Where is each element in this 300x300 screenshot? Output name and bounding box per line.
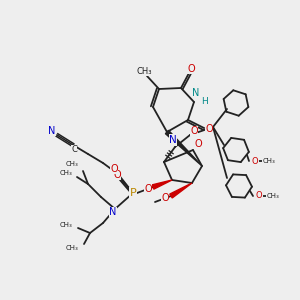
Text: P: P [130,188,136,198]
Text: H: H [202,97,208,106]
Text: O: O [144,184,152,194]
Polygon shape [170,183,192,198]
Text: O: O [161,193,169,203]
Text: N: N [192,88,200,98]
Text: CH₃: CH₃ [59,170,72,176]
Text: O: O [113,170,121,180]
Text: H: H [202,97,208,106]
Text: O: O [190,126,198,136]
Text: O: O [110,164,118,174]
Text: O: O [187,64,195,74]
Text: O: O [194,139,202,149]
Text: O: O [252,157,258,166]
Text: CH₃: CH₃ [136,67,152,76]
Text: O: O [205,124,213,134]
Text: CH₃: CH₃ [59,222,72,228]
Text: O: O [256,191,262,200]
Polygon shape [152,180,172,189]
Text: N: N [109,207,117,217]
Text: P: P [130,188,136,198]
Text: O: O [187,64,195,74]
Text: N: N [169,135,177,145]
Text: C: C [71,146,77,154]
Text: N: N [48,126,56,136]
Text: N: N [169,135,177,145]
Text: O: O [205,124,213,134]
Text: CH₃: CH₃ [267,193,279,199]
Text: O: O [256,191,262,200]
Text: CH₃: CH₃ [65,161,78,167]
Text: O: O [194,139,202,149]
Text: O: O [252,157,258,166]
Polygon shape [165,130,202,166]
Text: CH₃: CH₃ [65,245,78,251]
Text: CH₃: CH₃ [262,158,275,164]
Text: N: N [192,88,200,98]
